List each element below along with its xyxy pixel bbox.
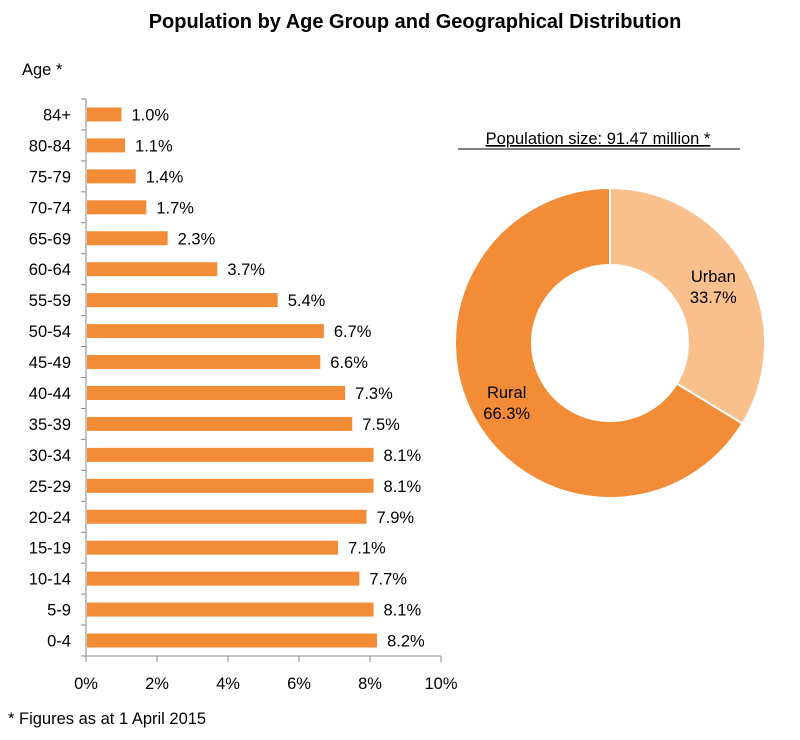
slice-name-label: Urban bbox=[691, 268, 736, 286]
bar-value-label: 8.1% bbox=[384, 447, 422, 465]
bar-value-label: 3.7% bbox=[227, 261, 265, 279]
slice-name-label: Rural bbox=[487, 384, 526, 402]
category-label: 10-14 bbox=[29, 571, 71, 589]
bar-value-label: 8.2% bbox=[387, 633, 425, 651]
bar bbox=[87, 540, 339, 555]
bar bbox=[87, 200, 147, 215]
x-tick-label: 4% bbox=[216, 675, 240, 693]
x-tick-label: 6% bbox=[287, 675, 311, 693]
bar bbox=[87, 385, 346, 400]
x-tick-label: 2% bbox=[145, 675, 169, 693]
bar-value-label: 8.1% bbox=[384, 478, 422, 496]
category-label: 25-29 bbox=[29, 478, 71, 496]
bar-value-label: 5.4% bbox=[288, 292, 326, 310]
category-label: 80-84 bbox=[29, 137, 71, 155]
bar-value-label: 8.1% bbox=[384, 602, 422, 620]
bar-value-label: 1.7% bbox=[156, 199, 194, 217]
bar bbox=[87, 138, 126, 153]
chart-title: Population by Age Group and Geographical… bbox=[149, 11, 682, 33]
slice-percent-label: 33.7% bbox=[690, 289, 737, 307]
bar-value-label: 7.5% bbox=[362, 416, 400, 434]
bar-value-label: 1.1% bbox=[135, 137, 173, 155]
category-label: 35-39 bbox=[29, 416, 71, 434]
slice-percent-label: 66.3% bbox=[483, 405, 530, 423]
bar-value-label: 6.7% bbox=[334, 323, 372, 341]
bar-value-label: 7.7% bbox=[369, 571, 407, 589]
bar bbox=[87, 509, 367, 524]
category-label: 70-74 bbox=[29, 199, 71, 217]
bar-value-label: 1.0% bbox=[132, 106, 170, 124]
footnote: * Figures as at 1 April 2015 bbox=[8, 710, 206, 728]
donut-slice-urban bbox=[609, 186, 766, 425]
bar-value-label: 7.3% bbox=[355, 385, 393, 403]
bar bbox=[87, 293, 278, 308]
x-tick-label: 8% bbox=[358, 675, 382, 693]
x-tick-label: 10% bbox=[424, 675, 457, 693]
bar-value-label: 6.6% bbox=[330, 354, 368, 372]
category-label: 50-54 bbox=[29, 323, 71, 341]
bar bbox=[87, 169, 136, 184]
category-label: 45-49 bbox=[29, 354, 71, 372]
bar-value-label: 1.4% bbox=[146, 168, 184, 186]
donut-chart: Urban 33.7% Rural 66.3% bbox=[454, 186, 766, 499]
bar bbox=[87, 447, 374, 462]
y-axis-label: Age * bbox=[22, 61, 63, 79]
category-label: 40-44 bbox=[29, 385, 71, 403]
x-tick-label: 0% bbox=[74, 675, 98, 693]
bar bbox=[87, 478, 374, 493]
category-label: 30-34 bbox=[29, 447, 71, 465]
bar bbox=[87, 633, 378, 648]
category-label: 65-69 bbox=[29, 230, 71, 248]
category-label: 75-79 bbox=[29, 168, 71, 186]
bar bbox=[87, 602, 374, 617]
category-label: 60-64 bbox=[29, 261, 71, 279]
bar bbox=[87, 324, 324, 339]
category-label: 55-59 bbox=[29, 292, 71, 310]
bar bbox=[87, 107, 122, 122]
bar bbox=[87, 355, 321, 370]
category-label: 84+ bbox=[43, 106, 71, 124]
bar-chart: 84+ 1.0% 80-84 1.1% 75-79 1.4% 70-74 1.7% 65-69 2… bbox=[29, 98, 458, 693]
bar-value-label: 2.3% bbox=[178, 230, 216, 248]
bar-value-label: 7.1% bbox=[348, 540, 386, 558]
bar bbox=[87, 416, 353, 431]
category-label: 5-9 bbox=[47, 602, 71, 620]
category-label: 15-19 bbox=[29, 540, 71, 558]
bar bbox=[87, 262, 218, 277]
bar bbox=[87, 571, 360, 586]
bar bbox=[87, 231, 168, 246]
donut-slice-rural bbox=[454, 186, 744, 499]
donut-title: Population size: 91.47 million * bbox=[486, 130, 711, 148]
bar-value-label: 7.9% bbox=[376, 509, 414, 527]
category-label: 20-24 bbox=[29, 509, 71, 527]
category-label: 0-4 bbox=[47, 633, 71, 651]
